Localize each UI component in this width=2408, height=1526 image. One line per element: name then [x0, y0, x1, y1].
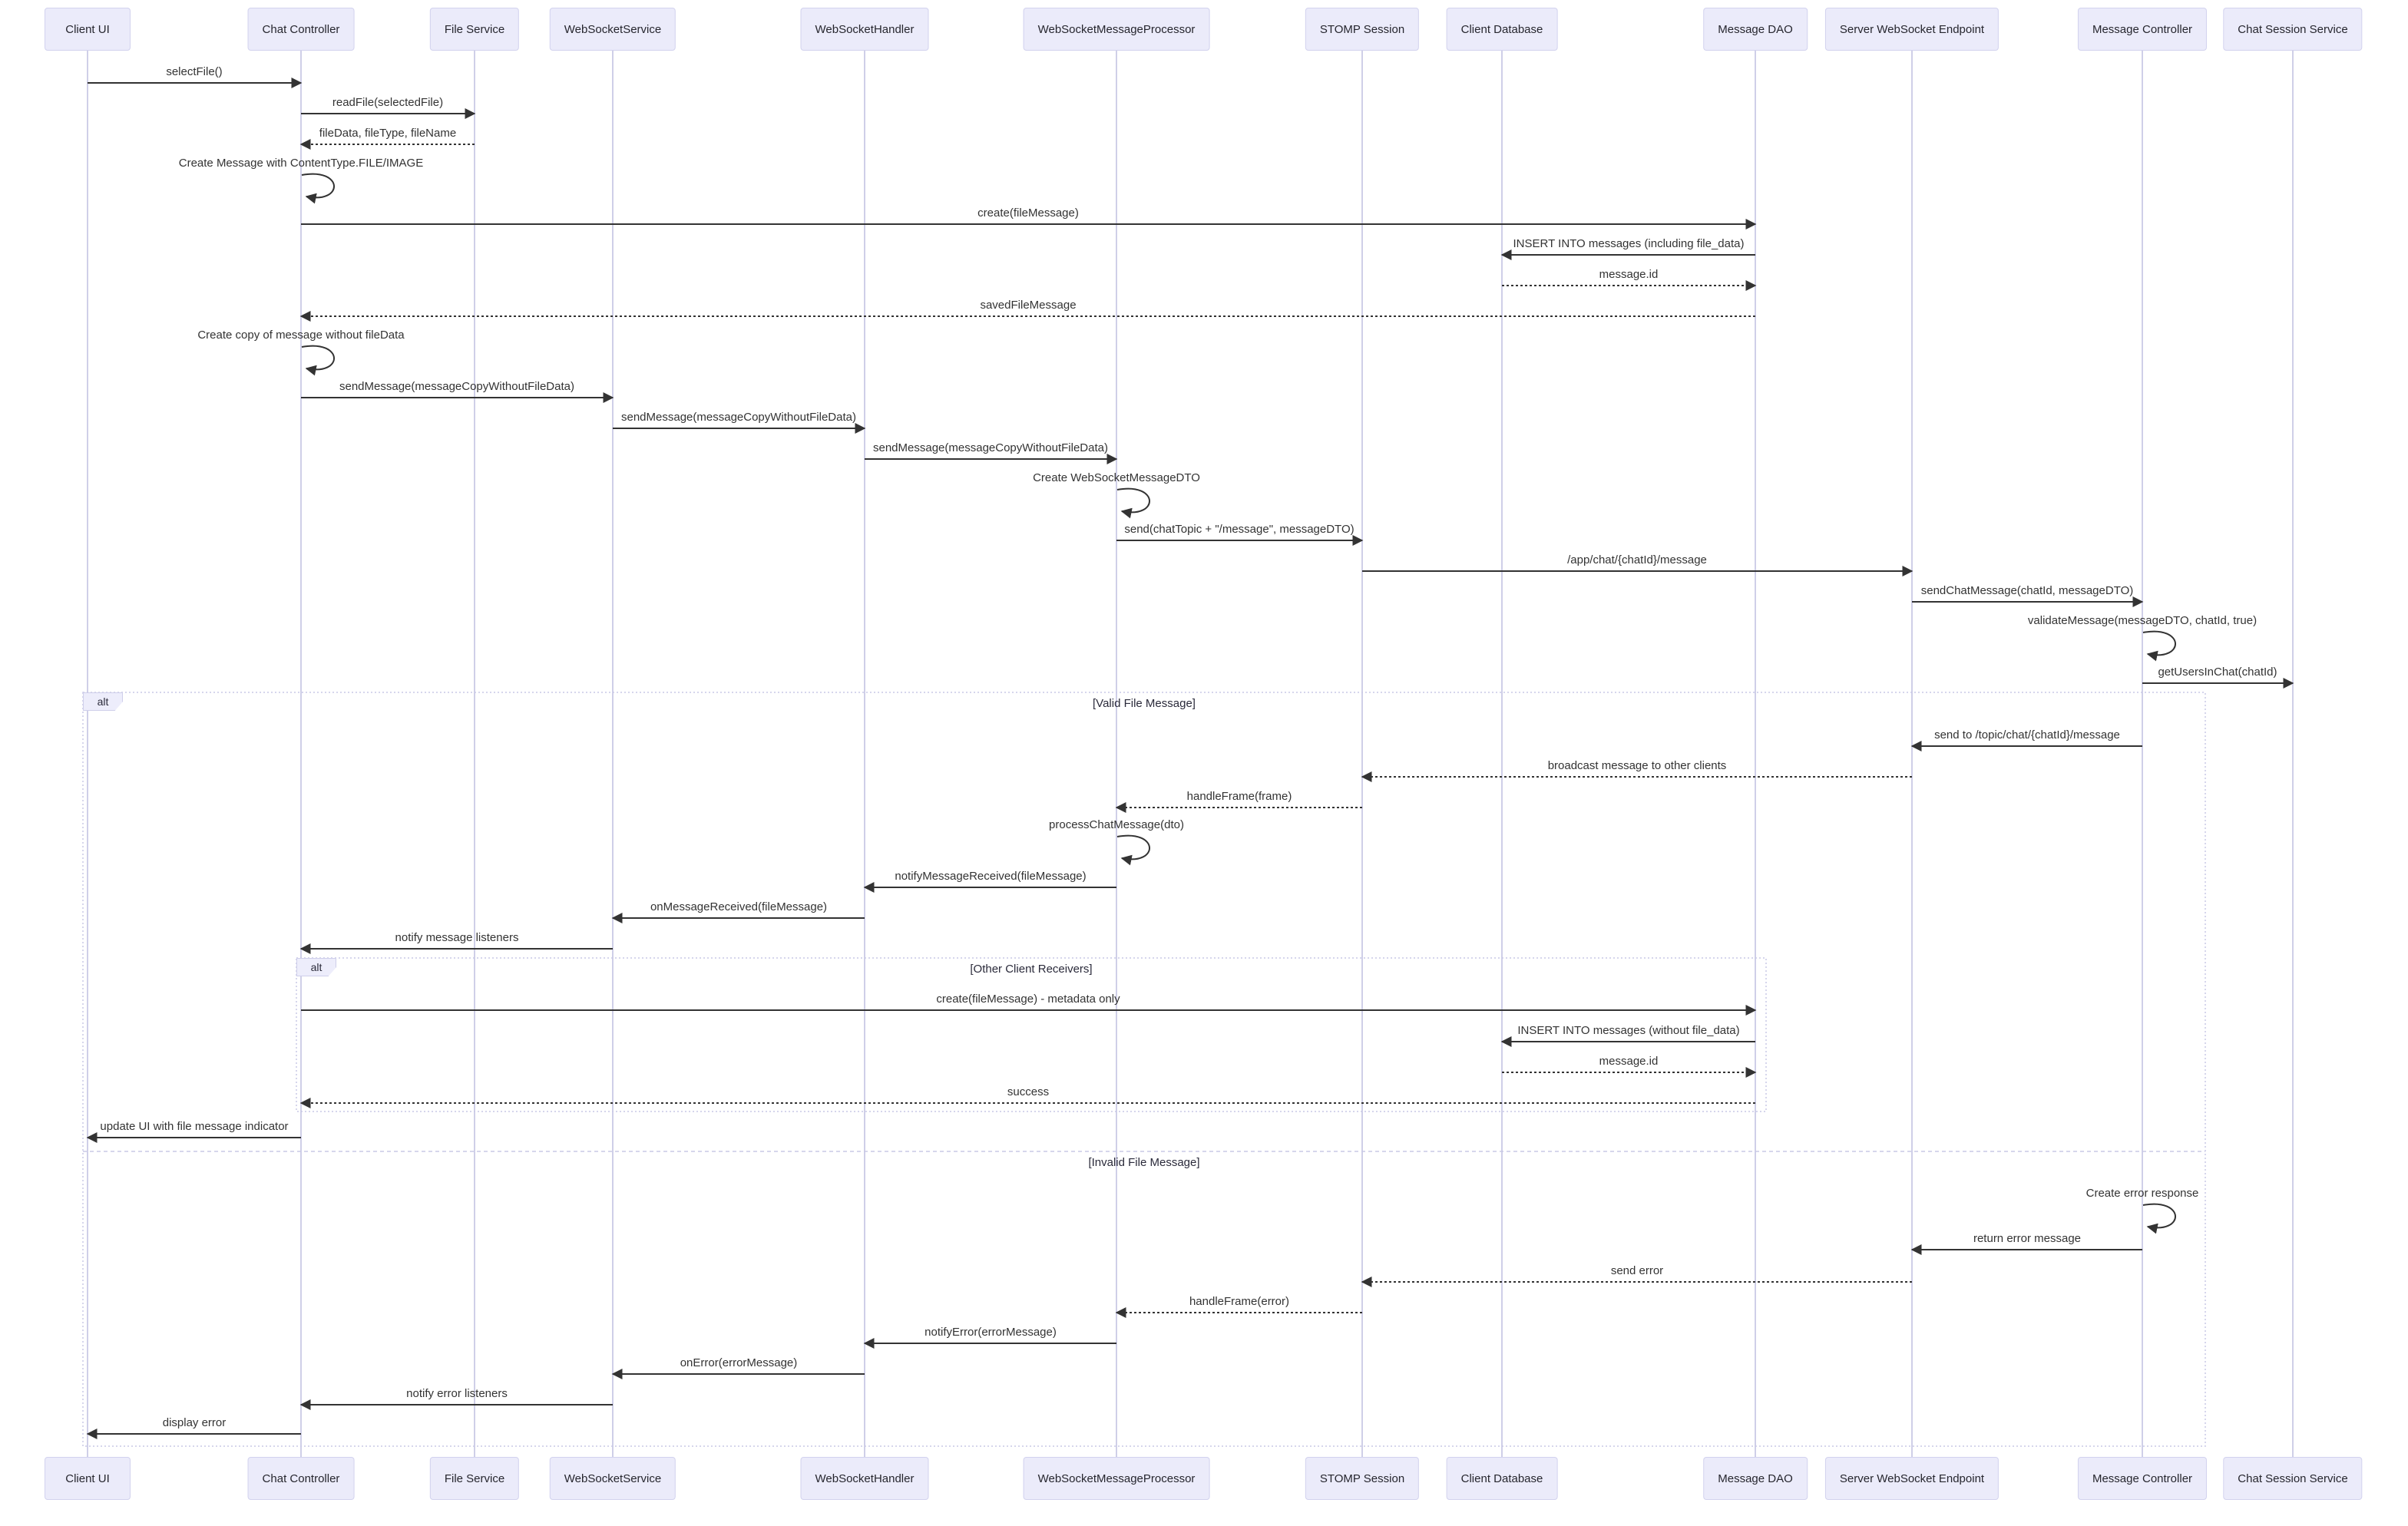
participant-client-database-bottom: Client Database: [1446, 1457, 1558, 1500]
message-label: sendChatMessage(chatId, messageDTO): [1920, 584, 2134, 597]
self-message-loop: [2142, 1203, 2176, 1234]
message-label: selectFile(): [166, 65, 223, 78]
message-label: message.id: [1599, 268, 1659, 281]
message-label: handleFrame(error): [1189, 1295, 1290, 1308]
participant-chat-controller-bottom: Chat Controller: [247, 1457, 355, 1500]
alt-section-label: [Other Client Receivers]: [970, 963, 1093, 976]
self-message-label: processChatMessage(dto): [1049, 818, 1184, 831]
message-label: notifyMessageReceived(fileMessage): [895, 870, 1087, 883]
message-label: notify error listeners: [406, 1387, 508, 1400]
message-label: onMessageReceived(fileMessage): [650, 900, 828, 913]
participant-client-database-top: Client Database: [1446, 8, 1558, 51]
participant-chat-session-service-bottom: Chat Session Service: [2223, 1457, 2363, 1500]
alt-section-label: [Valid File Message]: [1093, 697, 1196, 710]
self-message-label: Create copy of message without fileData: [197, 329, 405, 342]
participant-stomp-session-top: STOMP Session: [1305, 8, 1420, 51]
message-label: send error: [1610, 1264, 1664, 1277]
participant-message-controller-bottom: Message Controller: [2077, 1457, 2208, 1500]
message-label: INSERT INTO messages (including file_dat…: [1513, 237, 1745, 250]
message-label: return error message: [1973, 1232, 2082, 1245]
participant-message-dao-top: Message DAO: [1703, 8, 1808, 51]
message-label: getUsersInChat(chatId): [2158, 666, 2277, 679]
self-message-label: Create Message with ContentType.FILE/IMA…: [178, 157, 424, 170]
alt-frame-label: alt: [296, 958, 336, 976]
participant-client-ui-top: Client UI: [45, 8, 131, 51]
message-label: notify message listeners: [395, 931, 519, 944]
participant-client-ui-bottom: Client UI: [45, 1457, 131, 1500]
self-message-loop: [1116, 834, 1150, 866]
message-label: send to /topic/chat/{chatId}/message: [1934, 728, 2120, 742]
message-label: readFile(selectedFile): [332, 96, 444, 109]
message-label: handleFrame(frame): [1186, 790, 1292, 803]
message-label: /app/chat/{chatId}/message: [1567, 553, 1707, 566]
message-label: update UI with file message indicator: [100, 1120, 289, 1133]
participant-ws-message-processor-top: WebSocketMessageProcessor: [1023, 8, 1210, 51]
self-message-loop: [2142, 630, 2176, 662]
self-message-loop: [301, 345, 335, 376]
message-label: sendMessage(messageCopyWithoutFileData): [873, 441, 1108, 454]
participant-websocket-handler-top: WebSocketHandler: [800, 8, 929, 51]
alt-frame: [296, 957, 1767, 1112]
participant-message-controller-top: Message Controller: [2077, 8, 2208, 51]
participant-ws-message-processor-bottom: WebSocketMessageProcessor: [1023, 1457, 1210, 1500]
message-label: sendMessage(messageCopyWithoutFileData): [621, 411, 856, 424]
participant-websocket-service-top: WebSocketService: [549, 8, 676, 51]
message-label: onError(errorMessage): [680, 1356, 798, 1369]
participant-file-service-top: File Service: [429, 8, 520, 51]
message-label: create(fileMessage) - metadata only: [936, 993, 1120, 1006]
participant-server-ws-endpoint-top: Server WebSocket Endpoint: [1824, 8, 2000, 51]
participant-websocket-handler-bottom: WebSocketHandler: [800, 1457, 929, 1500]
message-label: sendMessage(messageCopyWithoutFileData): [339, 380, 574, 393]
participant-stomp-session-bottom: STOMP Session: [1305, 1457, 1420, 1500]
self-message-loop: [301, 173, 335, 204]
self-message-label: Create WebSocketMessageDTO: [1033, 471, 1200, 484]
self-message-label: validateMessage(messageDTO, chatId, true…: [2027, 614, 2258, 627]
participant-chat-session-service-top: Chat Session Service: [2223, 8, 2363, 51]
message-label: savedFileMessage: [980, 299, 1077, 312]
message-label: notifyError(errorMessage): [925, 1326, 1057, 1339]
message-label: create(fileMessage): [977, 206, 1079, 220]
self-message-loop: [1116, 487, 1150, 519]
message-label: send(chatTopic + "/message", messageDTO): [1124, 523, 1354, 536]
message-label: display error: [162, 1416, 227, 1429]
participant-message-dao-bottom: Message DAO: [1703, 1457, 1808, 1500]
participant-websocket-service-bottom: WebSocketService: [549, 1457, 676, 1500]
alt-section-label: [Invalid File Message]: [1088, 1156, 1200, 1169]
alt-frame-label: alt: [83, 692, 123, 711]
participant-file-service-bottom: File Service: [429, 1457, 520, 1500]
message-label: fileData, fileType, fileName: [319, 127, 457, 140]
message-label: message.id: [1599, 1055, 1659, 1068]
message-label: broadcast message to other clients: [1547, 759, 1727, 772]
participant-server-ws-endpoint-bottom: Server WebSocket Endpoint: [1824, 1457, 2000, 1500]
self-message-label: Create error response: [2086, 1187, 2199, 1200]
message-label: success: [1007, 1085, 1050, 1098]
alt-frame: [82, 692, 2206, 1447]
participant-chat-controller-top: Chat Controller: [247, 8, 355, 51]
message-label: INSERT INTO messages (without file_data): [1517, 1024, 1740, 1037]
